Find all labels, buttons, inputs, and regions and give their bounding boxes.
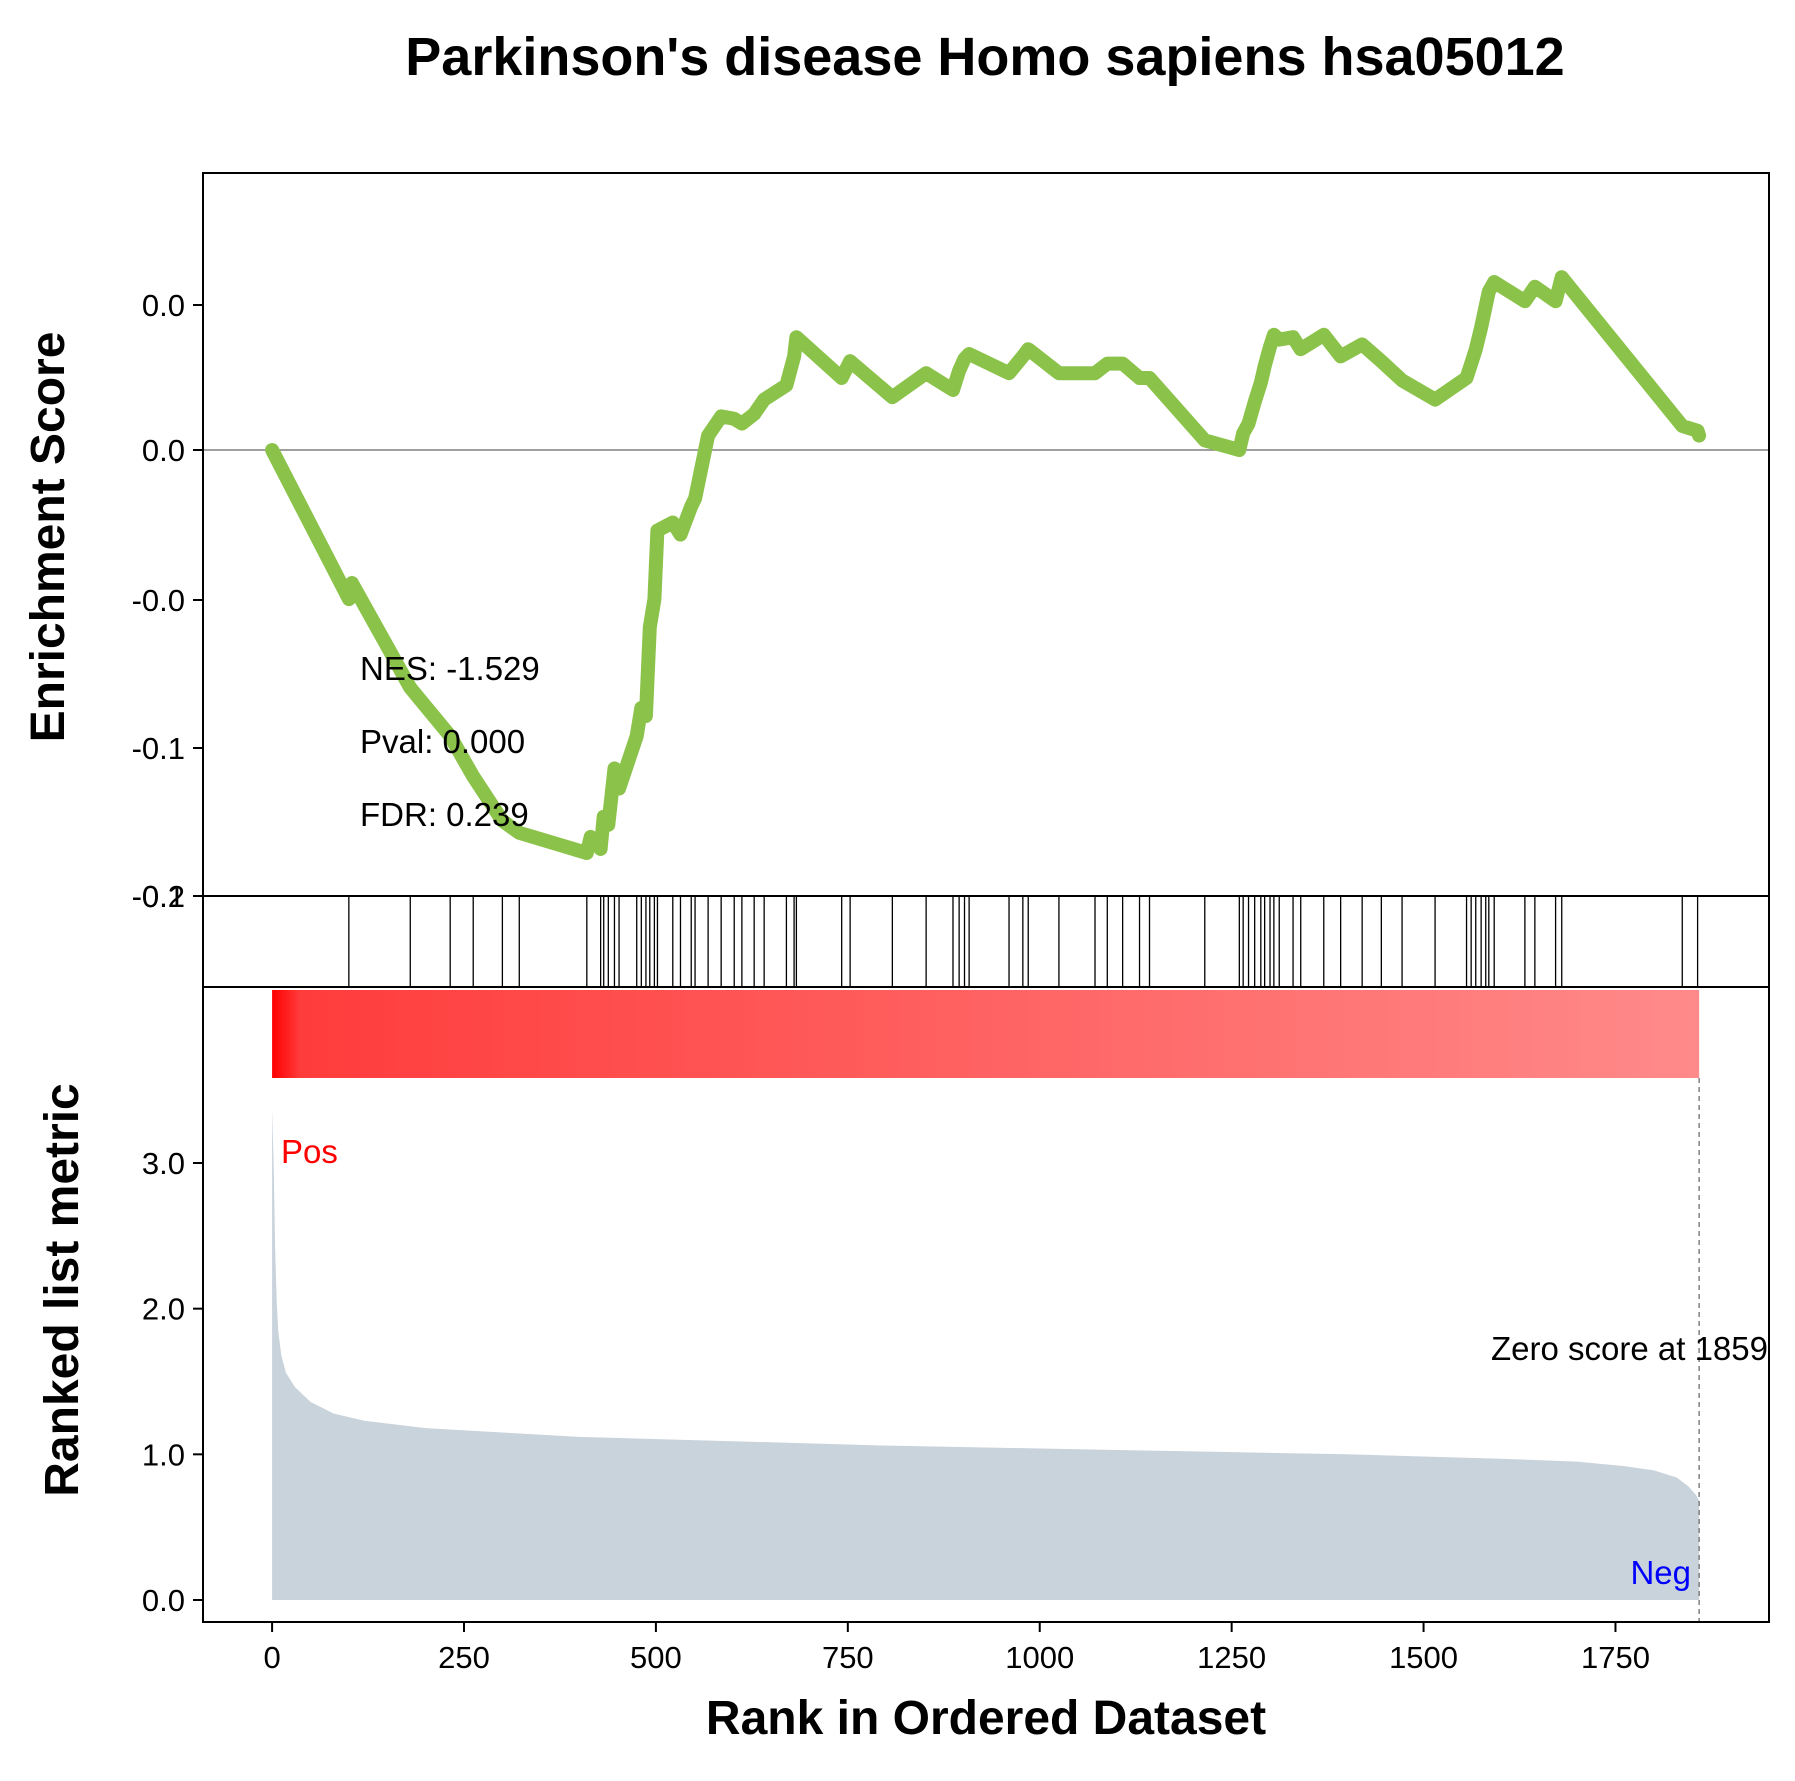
rank-heatmap-bar	[272, 990, 1700, 1078]
metric-y-tick-label: 2.0	[142, 1292, 185, 1327]
x-tick-label: 250	[438, 1640, 490, 1675]
metric-y-tick-label: 1.0	[142, 1437, 185, 1472]
x-tick-label: 0	[263, 1640, 280, 1675]
x-axis: 0 250 500 750 1000 1250 1500 1750	[263, 1622, 1650, 1675]
metric-y-axis-title: Ranked list metric	[36, 1083, 89, 1496]
x-tick-label: 1750	[1581, 1640, 1650, 1675]
gene-hits-panel	[202, 895, 1770, 988]
es-y-tick-label: 0.0	[142, 433, 185, 468]
x-tick-label: 500	[630, 1640, 682, 1675]
ranked-metric-area	[272, 1107, 1700, 1600]
ranked-metric-panel: 0.0 1.0 2.0 3.0 0 250 500 750 1000 1250 1500 1750	[142, 986, 1770, 1675]
pos-label: Pos	[281, 1133, 338, 1170]
es-y-tick-label: 0.0	[142, 288, 185, 323]
metric-panel-frame	[202, 986, 1770, 1623]
fdr-label: FDR: 0.239	[360, 796, 529, 833]
pval-label: Pval: 0.000	[360, 723, 525, 760]
x-tick-label: 1500	[1389, 1640, 1458, 1675]
es-y-tick-label: -0.2	[132, 879, 185, 914]
es-y-tick-label: -0.1	[132, 731, 185, 766]
es-y-tick-label: -0.0	[132, 583, 185, 618]
nes-label: NES: -1.529	[360, 650, 540, 687]
zero-score-label: Zero score at 1859	[1491, 1330, 1768, 1367]
metric-y-axis: 0.0 1.0 2.0 3.0	[142, 1146, 203, 1618]
hits-panel-frame	[202, 895, 1770, 988]
x-axis-title: Rank in Ordered Dataset	[706, 1692, 1266, 1745]
es-y-axis-title: Enrichment Score	[22, 332, 75, 743]
es-y-axis: 0.00.0-0.0-0.1-0.1-0.2	[132, 288, 203, 914]
neg-label: Neg	[1630, 1554, 1691, 1591]
x-tick-label: 1250	[1197, 1640, 1266, 1675]
metric-y-tick-label: 3.0	[142, 1146, 185, 1181]
enrichment-score-line	[265, 270, 1707, 860]
chart-title: Parkinson's disease Homo sapiens hsa0501…	[405, 27, 1564, 87]
x-tick-label: 1000	[1005, 1640, 1074, 1675]
metric-y-tick-label: 0.0	[142, 1583, 185, 1618]
enrichment-score-panel: 0.00.0-0.0-0.1-0.1-0.2	[132, 172, 1770, 914]
es-y-tick-label: -0.1	[132, 879, 185, 914]
x-tick-label: 750	[822, 1640, 874, 1675]
